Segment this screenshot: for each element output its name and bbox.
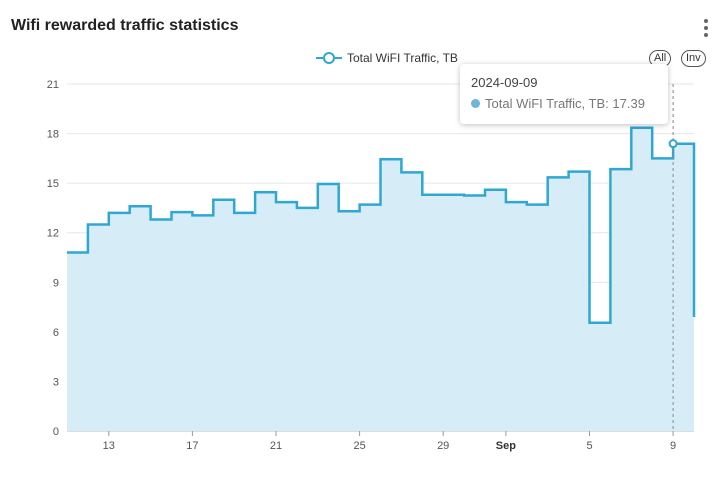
y-tick-label: 15 [47, 178, 59, 190]
tooltip: 2024-09-09 Total WiFI Traffic, TB : 17.3… [460, 64, 668, 124]
x-tick-label: 17 [186, 440, 198, 452]
highlight-point [668, 139, 678, 149]
y-tick-label: 6 [53, 327, 59, 339]
x-tick-label: 5 [586, 440, 592, 452]
legend-item[interactable]: Total WiFI Traffic, TB [316, 49, 458, 67]
tooltip-sep: : [605, 96, 613, 111]
x-tick-label: 29 [437, 440, 449, 452]
y-tick-label: 3 [53, 376, 59, 388]
legend-marker-icon [316, 51, 342, 65]
tooltip-series-label: Total WiFI Traffic, TB [485, 96, 606, 111]
kebab-menu-icon[interactable] [700, 17, 712, 39]
tooltip-row: Total WiFI Traffic, TB : 17.39 [471, 96, 645, 111]
y-tick-label: 12 [47, 228, 59, 240]
y-tick-label: 18 [47, 129, 59, 141]
x-tick-label: 25 [353, 440, 365, 452]
series-line [67, 126, 696, 325]
legend-inverse-button[interactable]: Inv [681, 50, 706, 67]
x-tick-label: 13 [103, 440, 115, 452]
x-tick-label: 21 [270, 440, 282, 452]
page-title: Wifi rewarded traffic statistics [11, 17, 239, 34]
y-tick-label: 0 [53, 426, 59, 438]
y-tick-label: 21 [47, 79, 59, 91]
legend-label: Total WiFI Traffic, TB [347, 51, 458, 65]
tooltip-date: 2024-09-09 [471, 75, 538, 90]
series-area [67, 127, 694, 432]
y-tick-label: 9 [53, 277, 59, 289]
x-tick-label: 9 [670, 440, 676, 452]
x-tick-label: Sep [496, 440, 516, 452]
tooltip-bullet-icon [471, 99, 480, 108]
tooltip-value: 17.39 [612, 96, 645, 111]
